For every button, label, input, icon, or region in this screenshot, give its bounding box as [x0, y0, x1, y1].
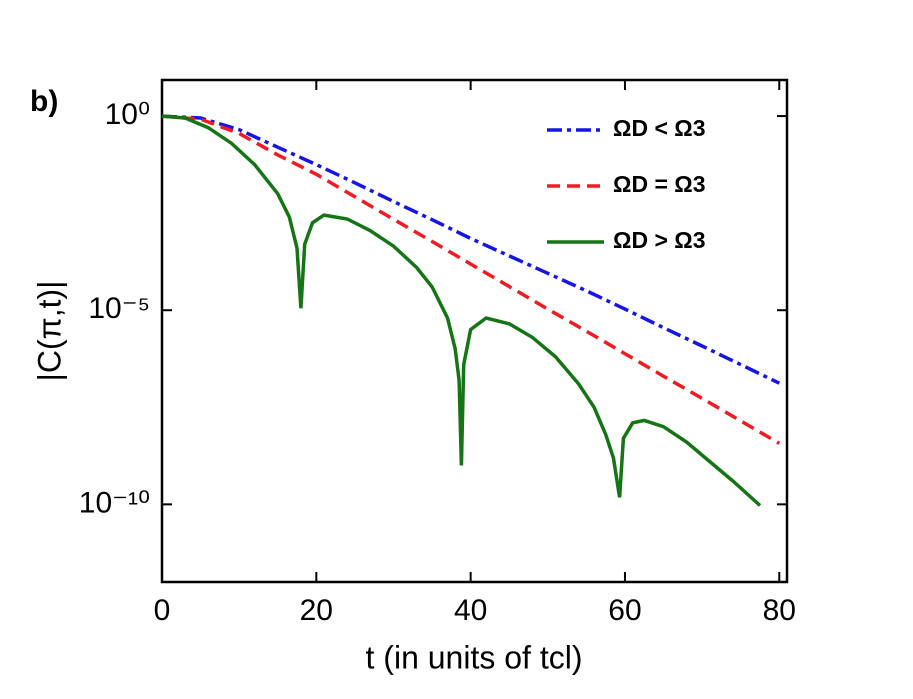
legend-label: ΩD > Ω3: [613, 227, 706, 253]
legend-label: ΩD < Ω3: [613, 115, 706, 141]
plot-frame: [160, 78, 789, 584]
x-tick-label: 20: [300, 594, 333, 627]
series-line: [161, 114, 762, 507]
x-axis-label: t (in units of tcl): [366, 639, 583, 675]
x-tick-label: 60: [608, 594, 641, 627]
panel-label: b): [30, 85, 58, 118]
x-tick-label: 40: [454, 594, 487, 627]
series-line: [161, 114, 781, 385]
y-tick-label: 10⁻⁵: [88, 292, 150, 325]
series-line: [161, 114, 781, 445]
y-tick-label: 10⁰: [105, 98, 150, 131]
y-axis-label: |C(π,t)|: [31, 281, 67, 382]
legend-label: ΩD = Ω3: [613, 171, 706, 197]
y-tick-label: 10⁻¹⁰: [79, 486, 150, 519]
x-tick-label: 80: [763, 594, 796, 627]
x-tick-label: 0: [154, 594, 171, 627]
